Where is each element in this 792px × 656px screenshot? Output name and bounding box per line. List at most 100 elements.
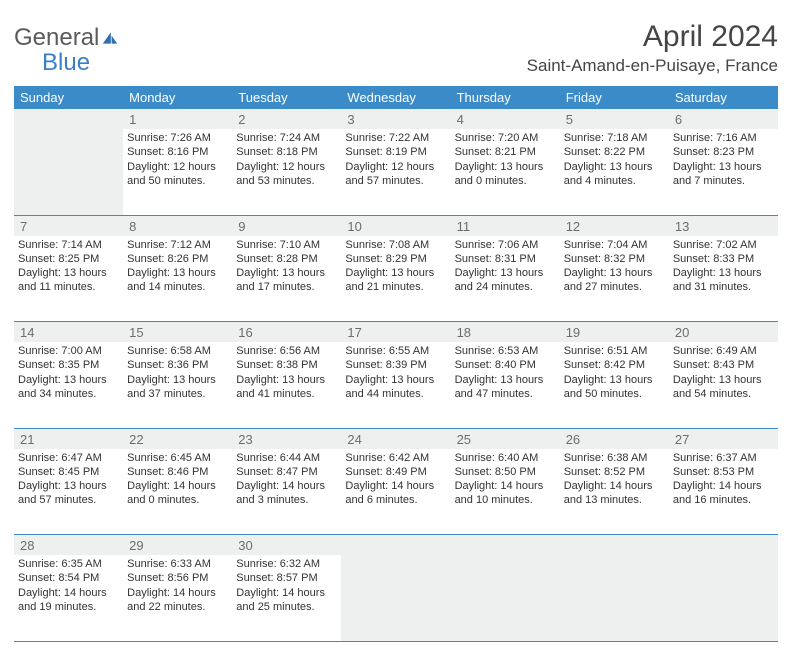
- week-row: Sunrise: 7:00 AMSunset: 8:35 PMDaylight:…: [14, 342, 778, 428]
- day-details: Sunrise: 6:45 AMSunset: 8:46 PMDaylight:…: [127, 449, 228, 508]
- day-header: Friday: [560, 86, 669, 109]
- day-cell: Sunrise: 6:49 AMSunset: 8:43 PMDaylight:…: [669, 342, 778, 428]
- day-number: 29: [123, 535, 232, 556]
- day-number: 12: [560, 215, 669, 236]
- day-number: 28: [14, 535, 123, 556]
- day-of-week-row: SundayMondayTuesdayWednesdayThursdayFrid…: [14, 86, 778, 109]
- logo: GeneralBlue: [14, 26, 120, 75]
- day-cell: Sunrise: 6:32 AMSunset: 8:57 PMDaylight:…: [232, 555, 341, 641]
- logo-text-blue: Blue: [42, 51, 90, 75]
- day-number-row: 282930: [14, 535, 778, 556]
- day-details: Sunrise: 6:53 AMSunset: 8:40 PMDaylight:…: [455, 342, 556, 401]
- day-cell: Sunrise: 6:58 AMSunset: 8:36 PMDaylight:…: [123, 342, 232, 428]
- day-details: Sunrise: 6:51 AMSunset: 8:42 PMDaylight:…: [564, 342, 665, 401]
- day-details: Sunrise: 7:04 AMSunset: 8:32 PMDaylight:…: [564, 236, 665, 295]
- day-cell: Sunrise: 6:56 AMSunset: 8:38 PMDaylight:…: [232, 342, 341, 428]
- empty-day-cell: [669, 555, 778, 641]
- day-number: 5: [560, 109, 669, 129]
- day-number: 21: [14, 428, 123, 449]
- day-details: Sunrise: 7:02 AMSunset: 8:33 PMDaylight:…: [673, 236, 774, 295]
- day-details: Sunrise: 7:16 AMSunset: 8:23 PMDaylight:…: [673, 129, 774, 188]
- day-cell: Sunrise: 6:35 AMSunset: 8:54 PMDaylight:…: [14, 555, 123, 641]
- day-cell: Sunrise: 7:18 AMSunset: 8:22 PMDaylight:…: [560, 129, 669, 215]
- day-details: Sunrise: 6:33 AMSunset: 8:56 PMDaylight:…: [127, 555, 228, 614]
- day-cell: Sunrise: 6:47 AMSunset: 8:45 PMDaylight:…: [14, 449, 123, 535]
- logo-text-general: General: [14, 24, 99, 51]
- day-number: 15: [123, 322, 232, 343]
- day-number: 23: [232, 428, 341, 449]
- day-details: Sunrise: 6:44 AMSunset: 8:47 PMDaylight:…: [236, 449, 337, 508]
- day-header: Thursday: [451, 86, 560, 109]
- day-details: Sunrise: 7:10 AMSunset: 8:28 PMDaylight:…: [236, 236, 337, 295]
- day-details: Sunrise: 7:24 AMSunset: 8:18 PMDaylight:…: [236, 129, 337, 188]
- day-cell: Sunrise: 7:24 AMSunset: 8:18 PMDaylight:…: [232, 129, 341, 215]
- day-number: 18: [451, 322, 560, 343]
- day-cell: Sunrise: 7:06 AMSunset: 8:31 PMDaylight:…: [451, 236, 560, 322]
- day-cell: Sunrise: 6:40 AMSunset: 8:50 PMDaylight:…: [451, 449, 560, 535]
- day-header: Saturday: [669, 86, 778, 109]
- empty-day-cell: [451, 555, 560, 641]
- empty-day-cell: [341, 555, 450, 641]
- day-details: Sunrise: 6:55 AMSunset: 8:39 PMDaylight:…: [345, 342, 446, 401]
- day-details: Sunrise: 7:12 AMSunset: 8:26 PMDaylight:…: [127, 236, 228, 295]
- day-cell: Sunrise: 7:04 AMSunset: 8:32 PMDaylight:…: [560, 236, 669, 322]
- day-cell: Sunrise: 7:02 AMSunset: 8:33 PMDaylight:…: [669, 236, 778, 322]
- day-number: 25: [451, 428, 560, 449]
- day-number-row: 78910111213: [14, 215, 778, 236]
- day-details: Sunrise: 6:42 AMSunset: 8:49 PMDaylight:…: [345, 449, 446, 508]
- title-block: April 2024 Saint-Amand-en-Puisaye, Franc…: [527, 20, 778, 76]
- day-number: 17: [341, 322, 450, 343]
- day-number: [451, 535, 560, 556]
- day-details: Sunrise: 7:18 AMSunset: 8:22 PMDaylight:…: [564, 129, 665, 188]
- day-details: Sunrise: 6:49 AMSunset: 8:43 PMDaylight:…: [673, 342, 774, 401]
- day-cell: Sunrise: 6:44 AMSunset: 8:47 PMDaylight:…: [232, 449, 341, 535]
- day-number: 1: [123, 109, 232, 129]
- day-cell: Sunrise: 6:38 AMSunset: 8:52 PMDaylight:…: [560, 449, 669, 535]
- day-cell: Sunrise: 6:45 AMSunset: 8:46 PMDaylight:…: [123, 449, 232, 535]
- day-details: Sunrise: 7:20 AMSunset: 8:21 PMDaylight:…: [455, 129, 556, 188]
- location: Saint-Amand-en-Puisaye, France: [527, 56, 778, 76]
- empty-day-cell: [14, 129, 123, 215]
- day-details: Sunrise: 7:22 AMSunset: 8:19 PMDaylight:…: [345, 129, 446, 188]
- day-cell: Sunrise: 6:55 AMSunset: 8:39 PMDaylight:…: [341, 342, 450, 428]
- logo-sail-icon: [100, 27, 120, 51]
- day-number: 22: [123, 428, 232, 449]
- day-cell: Sunrise: 7:16 AMSunset: 8:23 PMDaylight:…: [669, 129, 778, 215]
- day-details: Sunrise: 7:06 AMSunset: 8:31 PMDaylight:…: [455, 236, 556, 295]
- day-number: 2: [232, 109, 341, 129]
- week-row: Sunrise: 6:35 AMSunset: 8:54 PMDaylight:…: [14, 555, 778, 641]
- day-header: Wednesday: [341, 86, 450, 109]
- day-number: 13: [669, 215, 778, 236]
- day-number: 10: [341, 215, 450, 236]
- day-cell: Sunrise: 7:22 AMSunset: 8:19 PMDaylight:…: [341, 129, 450, 215]
- day-number: 14: [14, 322, 123, 343]
- day-details: Sunrise: 6:40 AMSunset: 8:50 PMDaylight:…: [455, 449, 556, 508]
- day-header: Monday: [123, 86, 232, 109]
- day-cell: Sunrise: 7:08 AMSunset: 8:29 PMDaylight:…: [341, 236, 450, 322]
- day-details: Sunrise: 7:00 AMSunset: 8:35 PMDaylight:…: [18, 342, 119, 401]
- month-title: April 2024: [527, 20, 778, 54]
- day-number: 20: [669, 322, 778, 343]
- day-details: Sunrise: 6:32 AMSunset: 8:57 PMDaylight:…: [236, 555, 337, 614]
- calendar-body: 123456Sunrise: 7:26 AMSunset: 8:16 PMDay…: [14, 109, 778, 641]
- day-header: Sunday: [14, 86, 123, 109]
- day-number: 19: [560, 322, 669, 343]
- day-number: 24: [341, 428, 450, 449]
- day-cell: Sunrise: 7:14 AMSunset: 8:25 PMDaylight:…: [14, 236, 123, 322]
- day-number: 7: [14, 215, 123, 236]
- day-number: 11: [451, 215, 560, 236]
- day-number: 30: [232, 535, 341, 556]
- day-number: [14, 109, 123, 129]
- day-number: 8: [123, 215, 232, 236]
- day-details: Sunrise: 6:56 AMSunset: 8:38 PMDaylight:…: [236, 342, 337, 401]
- day-cell: Sunrise: 7:12 AMSunset: 8:26 PMDaylight:…: [123, 236, 232, 322]
- week-row: Sunrise: 7:26 AMSunset: 8:16 PMDaylight:…: [14, 129, 778, 215]
- day-number-row: 123456: [14, 109, 778, 129]
- day-details: Sunrise: 6:37 AMSunset: 8:53 PMDaylight:…: [673, 449, 774, 508]
- day-number: [341, 535, 450, 556]
- day-header: Tuesday: [232, 86, 341, 109]
- day-cell: Sunrise: 6:53 AMSunset: 8:40 PMDaylight:…: [451, 342, 560, 428]
- day-number: 27: [669, 428, 778, 449]
- week-row: Sunrise: 6:47 AMSunset: 8:45 PMDaylight:…: [14, 449, 778, 535]
- empty-day-cell: [560, 555, 669, 641]
